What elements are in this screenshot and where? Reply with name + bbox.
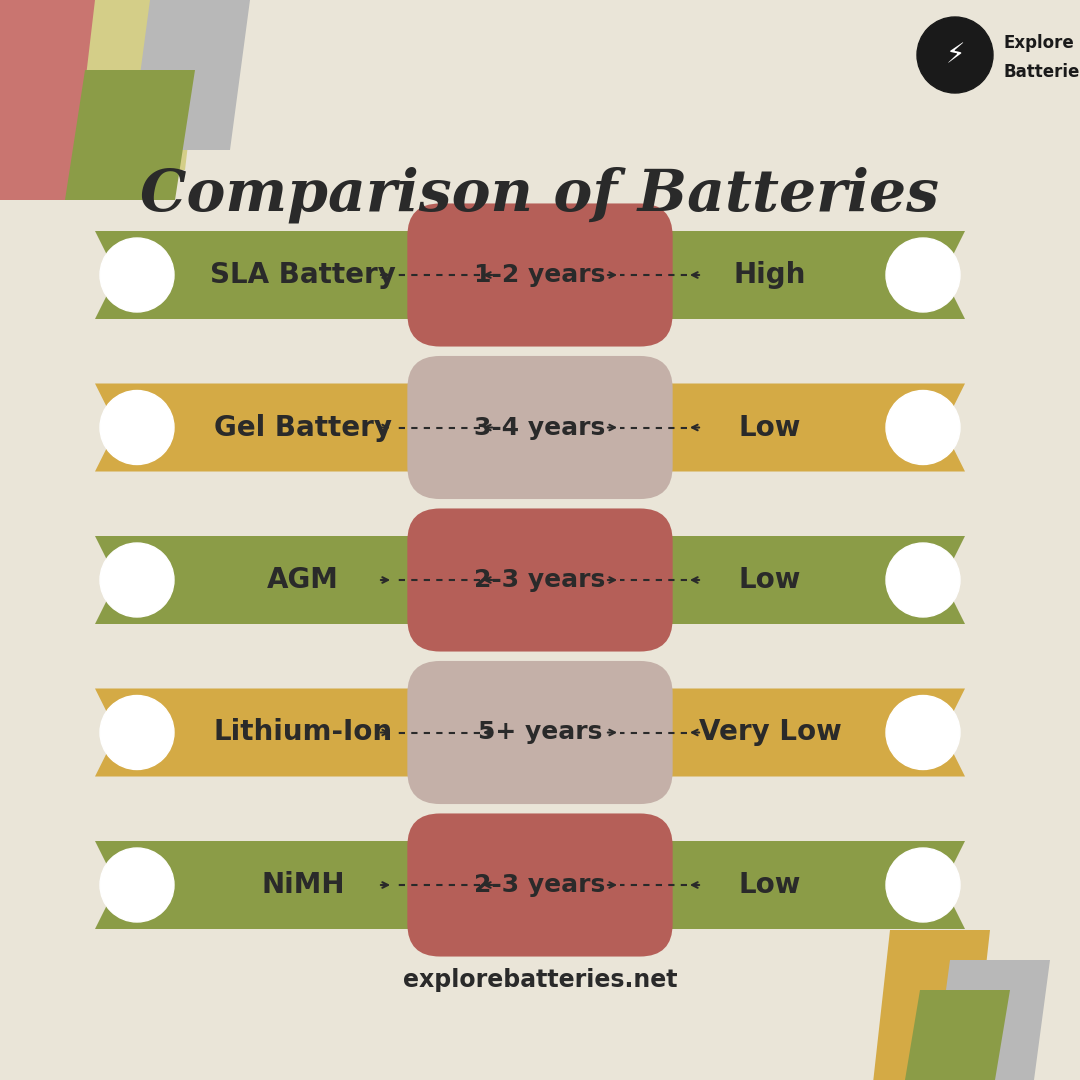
Text: 1-2 years: 1-2 years [474,264,606,287]
Text: NiMH: NiMH [261,870,345,899]
FancyBboxPatch shape [407,661,673,804]
FancyBboxPatch shape [407,813,673,957]
Circle shape [886,238,960,312]
Text: ⚡: ⚡ [945,41,964,69]
Polygon shape [95,689,475,777]
Text: Gel Battery: Gel Battery [214,414,392,442]
Text: 2-3 years: 2-3 years [474,568,606,592]
Text: Comparison of Batteries: Comparison of Batteries [140,166,940,224]
Circle shape [100,543,174,617]
Polygon shape [95,841,475,929]
Polygon shape [625,841,966,929]
Text: Low: Low [739,870,801,899]
Circle shape [100,696,174,769]
Polygon shape [75,0,205,170]
Text: explorebatteries.net: explorebatteries.net [403,968,677,993]
Polygon shape [95,231,475,319]
Text: 5+ years: 5+ years [477,720,603,744]
Circle shape [886,848,960,922]
Circle shape [917,17,993,93]
Text: High: High [733,261,806,289]
Text: AGM: AGM [267,566,339,594]
Text: 2-3 years: 2-3 years [474,873,606,897]
Circle shape [886,543,960,617]
Text: Low: Low [739,566,801,594]
Circle shape [100,238,174,312]
Polygon shape [0,0,100,200]
Text: Lithium-Ion: Lithium-Ion [214,718,392,746]
Circle shape [100,391,174,464]
Polygon shape [625,536,966,624]
Circle shape [886,696,960,769]
Polygon shape [930,960,1050,1080]
Polygon shape [625,689,966,777]
FancyBboxPatch shape [407,356,673,499]
Polygon shape [95,383,475,472]
Polygon shape [625,383,966,472]
FancyBboxPatch shape [407,203,673,347]
Text: Low: Low [739,414,801,442]
Text: Explore: Explore [1003,33,1074,52]
Text: SLA Battery: SLA Battery [211,261,396,289]
Polygon shape [900,990,1010,1080]
Text: 3-4 years: 3-4 years [474,416,606,440]
Polygon shape [65,70,195,200]
Text: Very Low: Very Low [699,718,841,746]
Polygon shape [870,930,990,1080]
FancyBboxPatch shape [407,509,673,651]
Text: Batteries: Batteries [1003,63,1080,81]
Polygon shape [130,0,249,150]
Polygon shape [95,536,475,624]
Circle shape [100,848,174,922]
Polygon shape [625,231,966,319]
Circle shape [886,391,960,464]
